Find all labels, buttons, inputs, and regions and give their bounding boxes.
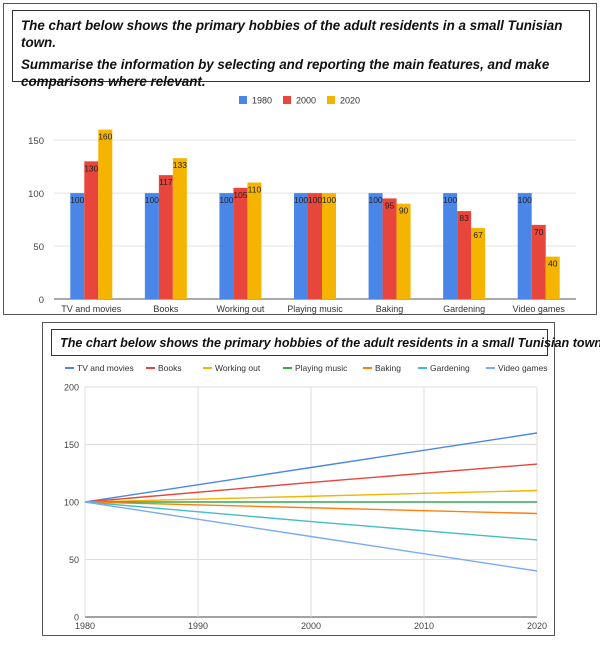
data-label: 100 xyxy=(145,195,159,205)
legend-label-baking: Baking xyxy=(375,363,401,373)
bar-tv-and-movies-2000 xyxy=(84,161,99,299)
x-category-label: Baking xyxy=(376,304,404,314)
bar-tv-and-movies-2020 xyxy=(98,129,113,299)
bar-video-games-2020 xyxy=(545,256,560,299)
data-label: 100 xyxy=(322,195,336,205)
x-category-label: Playing music xyxy=(287,304,343,314)
data-label: 100 xyxy=(294,195,308,205)
data-label: 67 xyxy=(473,230,483,240)
bar-baking-1980 xyxy=(368,193,383,299)
data-label: 105 xyxy=(233,190,247,200)
bar-chart: 0 50 100 150 1980 2000 2020 100 130 160 TV and mov… xyxy=(28,96,576,314)
y-tick-label: 200 xyxy=(64,383,79,393)
bar-books-2020 xyxy=(172,158,187,299)
data-label: 95 xyxy=(385,200,395,210)
x-category-label: Working out xyxy=(216,304,264,314)
series-line-working-out xyxy=(84,489,538,503)
data-label: 133 xyxy=(173,160,187,170)
y-tick-label: 50 xyxy=(69,555,79,565)
y-tick-label: 100 xyxy=(28,189,44,200)
data-label: 70 xyxy=(534,227,544,237)
bar-books-2000 xyxy=(158,175,173,299)
bar-books-1980 xyxy=(144,193,159,299)
x-category-label: Gardening xyxy=(443,304,485,314)
x-tick-label: 2020 xyxy=(527,621,547,631)
bar-gardening-2000 xyxy=(457,211,472,299)
data-label: 100 xyxy=(443,195,457,205)
legend-label-1980: 1980 xyxy=(252,96,272,106)
y-tick-label: 0 xyxy=(39,295,44,306)
x-tick-label: 2010 xyxy=(414,621,434,631)
data-label: 100 xyxy=(308,195,322,205)
data-label: 160 xyxy=(98,132,112,142)
bar-playing-music-2020 xyxy=(322,193,336,299)
x-tick-label: 1990 xyxy=(188,621,208,631)
prompt-line-2: Summarise the information by selecting a… xyxy=(21,57,550,89)
data-label: 100 xyxy=(70,195,84,205)
data-label: 130 xyxy=(84,163,98,173)
legend-label-video-games: Video games xyxy=(498,363,547,373)
bar-tv-and-movies-1980 xyxy=(70,193,85,299)
bar-gardening-2020 xyxy=(471,228,486,299)
bar-playing-music-1980 xyxy=(294,193,308,299)
data-label: 83 xyxy=(459,213,469,223)
legend-label-tv-and-movies: TV and movies xyxy=(77,363,134,373)
line-chart: 0 50 100 150 200 1980 1990 2000 2010 2020 TV and m… xyxy=(64,363,548,631)
x-tick-label: 2000 xyxy=(301,621,321,631)
bar-gardening-1980 xyxy=(443,193,458,299)
line-chart-panel: The chart below shows the primary hobbie… xyxy=(42,322,600,636)
bar-chart-panel: The chart below shows the primary hobbie… xyxy=(3,3,597,315)
legend-label-2000: 2000 xyxy=(296,96,316,106)
y-tick-label: 0 xyxy=(74,613,79,623)
bar-working-out-2000 xyxy=(233,187,248,299)
caption-line: The chart below shows the primary hobbie… xyxy=(60,336,600,350)
legend-label-working-out: Working out xyxy=(215,363,261,373)
bar-working-out-2020 xyxy=(247,182,262,299)
data-label: 100 xyxy=(219,195,233,205)
x-category-label: TV and movies xyxy=(61,304,122,314)
y-tick-label: 150 xyxy=(28,136,44,147)
legend-label-books: Books xyxy=(158,363,182,373)
series-line-gardening xyxy=(84,501,538,541)
bar-baking-2000 xyxy=(382,198,397,299)
bar-video-games-1980 xyxy=(517,193,532,299)
data-label: 40 xyxy=(548,259,558,269)
legend-label-playing-music: Playing music xyxy=(295,363,348,373)
series-line-books xyxy=(84,463,538,503)
prompt-line-1: The chart below shows the primary hobbie… xyxy=(21,18,563,50)
legend-swatch-2000 xyxy=(283,96,291,104)
y-tick-label: 150 xyxy=(64,440,79,450)
data-label: 90 xyxy=(399,206,409,216)
legend-label-2020: 2020 xyxy=(340,96,360,106)
series-line-video-games xyxy=(84,501,538,572)
bar-working-out-1980 xyxy=(219,193,234,299)
bar-video-games-2000 xyxy=(531,224,546,299)
x-category-label: Books xyxy=(153,304,179,314)
task-prompt: The chart below shows the primary hobbie… xyxy=(12,10,590,89)
x-category-label: Video games xyxy=(513,304,566,314)
legend-swatch-2020 xyxy=(327,96,335,104)
data-label: 100 xyxy=(368,195,382,205)
legend-swatch-1980 xyxy=(239,96,247,104)
chart-caption: The chart below shows the primary hobbie… xyxy=(51,329,600,356)
series-line-baking xyxy=(84,501,538,515)
data-label: 117 xyxy=(159,177,173,187)
x-tick-label: 1980 xyxy=(75,621,95,631)
y-tick-label: 100 xyxy=(64,498,79,508)
data-label: 100 xyxy=(518,195,532,205)
y-tick-label: 50 xyxy=(33,242,44,253)
legend-label-gardening: Gardening xyxy=(430,363,470,373)
series-line-tv-and-movies xyxy=(84,432,538,503)
data-label: 110 xyxy=(248,185,262,195)
bar-baking-2020 xyxy=(396,203,411,299)
bar-playing-music-2000 xyxy=(308,193,322,299)
